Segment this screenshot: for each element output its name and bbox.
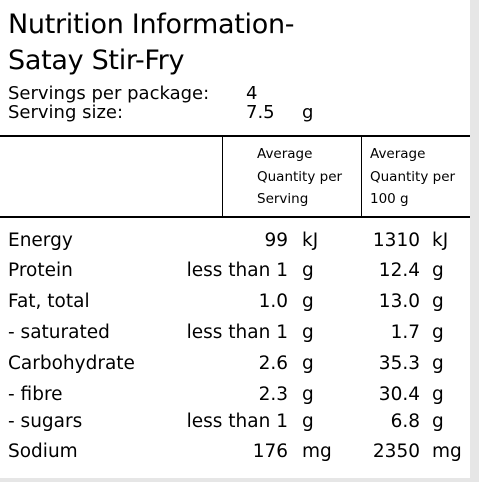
column-header-per-100g: Average Quantity per 100 g — [370, 146, 456, 207]
serving-size-unit: g — [302, 102, 314, 123]
per-100g-unit: g — [432, 260, 444, 281]
nutrient-label: Sodium — [8, 441, 78, 462]
per-100g-unit: g — [432, 411, 444, 432]
per-100g-unit: g — [432, 353, 444, 374]
per-100g-value: 6.8 — [390, 411, 420, 432]
servings-label: Servings per package: — [8, 83, 210, 104]
nutrient-label: - saturated — [8, 322, 110, 343]
nutrient-label: Fat, total — [8, 291, 90, 312]
nutrient-row: - saturated less than 1 g 1.7 g — [0, 318, 470, 348]
per-100g-value: 1.7 — [390, 322, 420, 343]
per-100g-value: 2350 — [372, 441, 420, 462]
per-100g-value: 35.3 — [378, 353, 420, 374]
nutrient-row: - sugars less than 1 g 6.8 g — [0, 407, 470, 437]
per-serving-unit: g — [302, 384, 314, 405]
per-serving-unit: g — [302, 260, 314, 281]
per-serving-unit: g — [302, 411, 314, 432]
nutrient-row: - fibre 2.3 g 30.4 g — [0, 380, 470, 410]
column-divider-100g — [361, 137, 362, 216]
nutrient-label: - fibre — [8, 384, 63, 405]
column-header-per-serving: Average Quantity per Serving — [257, 146, 343, 207]
per-100g-unit: g — [432, 322, 444, 343]
nutrient-label: Carbohydrate — [8, 353, 135, 374]
per-serving-value: less than 1 — [186, 260, 288, 281]
title-line-1: Nutrition Information- — [8, 9, 295, 40]
nutrient-row: Fat, total 1.0 g 13.0 g — [0, 287, 470, 317]
per-serving-unit: mg — [302, 441, 332, 462]
per-100g-unit: g — [432, 291, 444, 312]
per-serving-unit: g — [302, 322, 314, 343]
per-serving-value: 2.3 — [258, 384, 288, 405]
title-line-2: Satay Stir-Fry — [8, 45, 185, 76]
per-100g-unit: mg — [432, 441, 462, 462]
serving-size-label: Serving size: — [8, 102, 124, 123]
per-serving-unit: kJ — [302, 230, 319, 251]
nutrient-row: Carbohydrate 2.6 g 35.3 g — [0, 349, 470, 379]
per-serving-value: 2.6 — [258, 353, 288, 374]
per-serving-value: less than 1 — [186, 322, 288, 343]
per-serving-value: 1.0 — [258, 291, 288, 312]
nutrient-label: - sugars — [8, 411, 83, 432]
nutrient-row: Protein less than 1 g 12.4 g — [0, 256, 470, 286]
per-serving-unit: g — [302, 291, 314, 312]
per-100g-unit: g — [432, 384, 444, 405]
nutrient-row: Sodium 176 mg 2350 mg — [0, 437, 470, 467]
per-100g-value: 13.0 — [378, 291, 420, 312]
per-serving-value: less than 1 — [186, 411, 288, 432]
header-divider — [0, 135, 470, 137]
nutrition-panel: Nutrition Information- Satay Stir-Fry Se… — [0, 0, 470, 478]
servings-value: 4 — [246, 83, 258, 104]
per-100g-value: 30.4 — [378, 384, 420, 405]
nutrient-label: Protein — [8, 260, 73, 281]
serving-size-value: 7.5 — [246, 102, 275, 123]
per-100g-value: 12.4 — [378, 260, 420, 281]
per-serving-unit: g — [302, 353, 314, 374]
body-divider — [0, 216, 470, 218]
per-100g-value: 1310 — [372, 230, 420, 251]
column-divider-serving — [222, 137, 223, 216]
per-100g-unit: kJ — [432, 230, 449, 251]
nutrient-label: Energy — [8, 230, 73, 251]
nutrient-row: Energy 99 kJ 1310 kJ — [0, 226, 470, 256]
per-serving-value: 176 — [252, 441, 288, 462]
per-serving-value: 99 — [264, 230, 288, 251]
